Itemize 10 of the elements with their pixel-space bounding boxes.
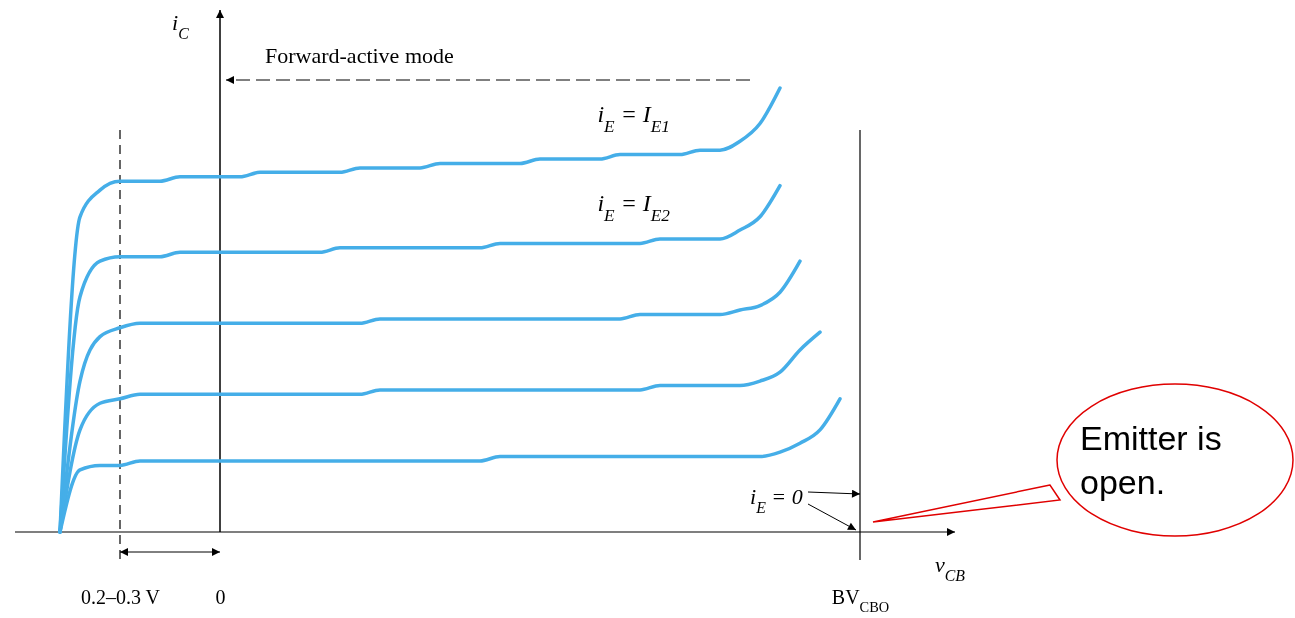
x-axis-title: v$_{CB}$	[935, 552, 966, 584]
series-label: i$_{E}$ = I$_{E2}$	[597, 189, 671, 225]
y-axis-title: i$_{C}$	[172, 10, 190, 42]
x-tick-label: 0.2–0.3 V	[80, 586, 161, 609]
series-label: i$_{E}$ = I$_{E1}$	[597, 101, 670, 136]
annotation: i$_{E}$ = 0	[750, 484, 803, 516]
x-tick-label: BV$_{CBO}$	[831, 586, 890, 616]
text: Emitter is open.	[1080, 419, 1222, 501]
x-tick-label: 0	[215, 586, 226, 609]
text: Forward-active mode	[265, 43, 454, 68]
